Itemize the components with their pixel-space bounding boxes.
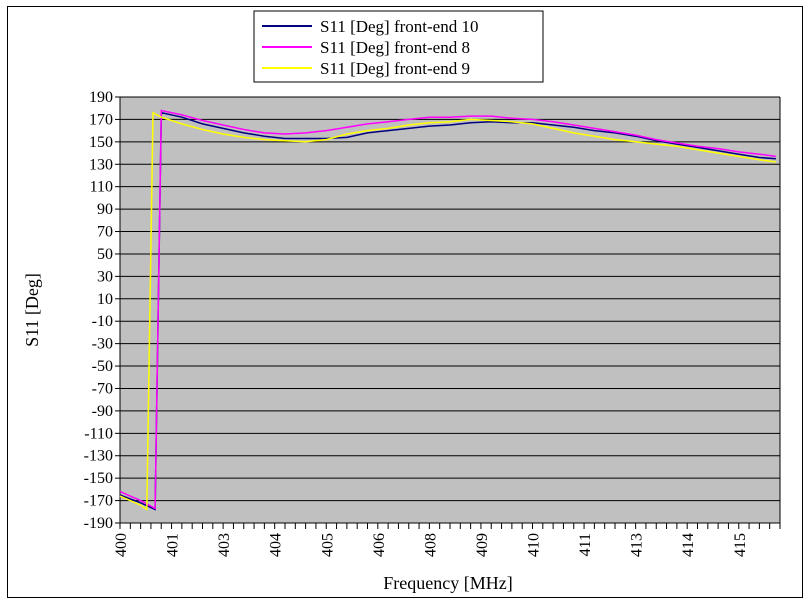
y-tick-label: -10	[92, 313, 113, 330]
x-tick-label: 403	[216, 533, 233, 557]
x-tick-label: 411	[577, 533, 594, 556]
y-tick-label: 110	[90, 179, 113, 196]
y-tick-label: 10	[97, 291, 113, 308]
y-tick-label: -130	[84, 448, 113, 465]
y-tick-label: -50	[92, 358, 113, 375]
y-tick-label: -110	[84, 425, 113, 442]
legend: S11 [Deg] front-end 10 S11 [Deg] front-en…	[253, 10, 544, 83]
plot-area	[120, 97, 780, 523]
y-tick-label: 170	[89, 111, 113, 128]
legend-box	[253, 10, 544, 83]
x-tick-label: 401	[165, 533, 182, 557]
x-tick-label: 404	[268, 533, 285, 557]
x-tick-label: 405	[319, 533, 336, 557]
y-tick-label: 190	[89, 89, 113, 106]
y-axis-title: S11 [Deg]	[22, 273, 42, 347]
y-tick-label: -30	[92, 336, 113, 353]
x-axis-title: Frequency [MHz]	[383, 573, 512, 593]
y-tick-label: -190	[84, 515, 113, 532]
y-tick-label: -150	[84, 470, 113, 487]
series-line-1	[119, 111, 776, 511]
x-tick-label: 409	[474, 533, 491, 557]
legend-label-1: S11 [Deg] front-end 10	[320, 17, 478, 36]
y-tick-label: 150	[89, 134, 113, 151]
x-tick-label: 414	[680, 533, 697, 557]
x-tick-label: 413	[629, 533, 646, 557]
y-tick-label: -170	[84, 493, 113, 510]
x-tick-label: 415	[732, 533, 749, 557]
series-line-2	[119, 109, 776, 510]
y-tick-label: -90	[92, 403, 113, 420]
y-tick-label: -70	[92, 380, 113, 397]
legend-items: S11 [Deg] front-end 10 S11 [Deg] front-en…	[262, 17, 478, 78]
y-tick-label: 30	[97, 268, 113, 285]
x-tick-label: 408	[422, 533, 439, 557]
y-tick-label: 90	[97, 201, 113, 218]
y-tick-label: 50	[97, 246, 113, 263]
x-tick-label: 406	[371, 533, 388, 557]
series-line-3	[119, 111, 776, 511]
x-tick-label: 410	[526, 533, 543, 557]
tick-labels: 190 170 150 130 110 90 70 50 30 10 -10 -30 -50 -70 -90…	[84, 89, 749, 557]
y-tick-label: 130	[89, 156, 113, 173]
series-lines	[119, 109, 776, 511]
legend-label-2: S11 [Deg] front-end 8	[320, 38, 470, 57]
y-tick-label: 70	[97, 224, 113, 241]
x-tick-label: 400	[113, 533, 130, 557]
legend-label-3: S11 [Deg] front-end 9	[320, 59, 470, 78]
axes	[119, 96, 781, 524]
